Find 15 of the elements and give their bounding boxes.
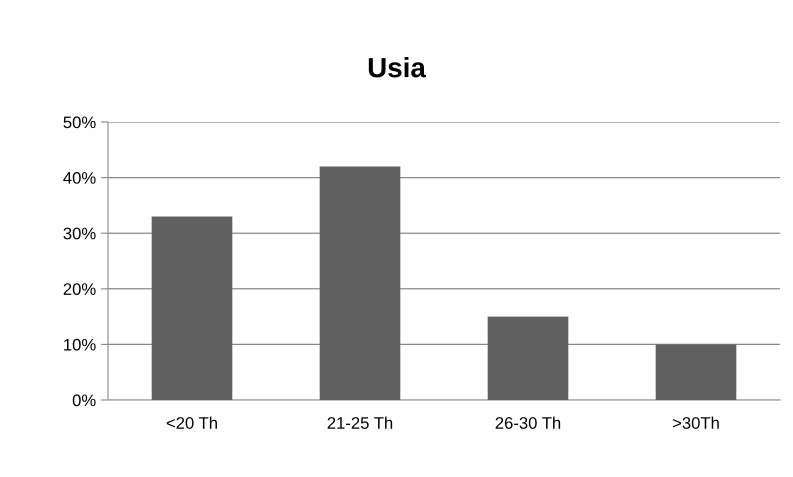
y-tick-label: 40% — [63, 172, 96, 184]
y-tick-label: 20% — [64, 283, 96, 296]
y-tick-label: 50% — [64, 116, 96, 128]
x-tick-label: 26-30 Th — [496, 416, 560, 429]
x-tick-label: 21-25 Th — [328, 416, 392, 429]
y-tick-label: 30% — [63, 228, 96, 240]
bar — [488, 316, 568, 400]
x-tick-label: >30Th — [672, 416, 719, 429]
bar — [320, 166, 400, 400]
y-tick-label: 10% — [64, 338, 96, 351]
x-tick-label: <20 Th — [166, 416, 217, 429]
bar — [152, 216, 232, 400]
y-tick-label: 0% — [72, 394, 96, 406]
chart-title: Usia — [368, 57, 426, 78]
bar — [656, 344, 736, 400]
